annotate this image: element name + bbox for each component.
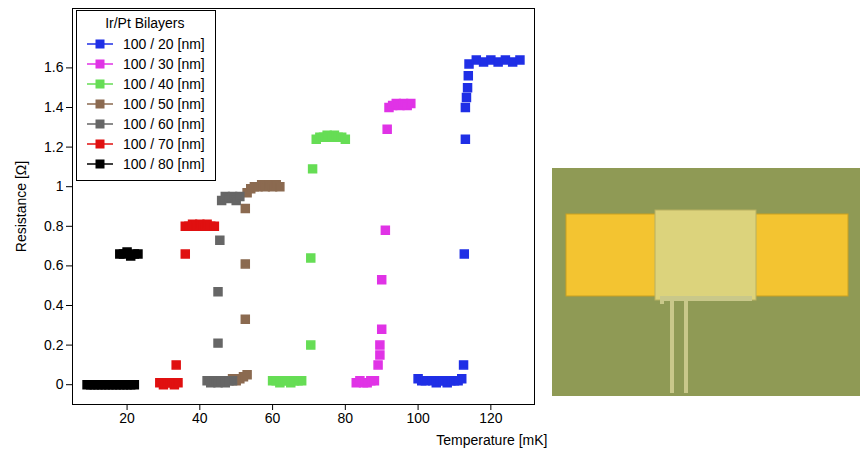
html-text:100 / 80 [nm]: 100 / 80 [nm] [123, 156, 205, 172]
svg-text:0.2: 0.2 [44, 337, 64, 353]
svg-text:20: 20 [119, 410, 135, 426]
html-text:100 / 30 [nm]: 100 / 30 [nm] [123, 56, 205, 72]
html-text:100 / 50 [nm]: 100 / 50 [nm] [123, 96, 205, 112]
svg-text:120: 120 [479, 410, 503, 426]
svg-text:Resistance [Ω]: Resistance [Ω] [13, 161, 29, 252]
svg-text:0.6: 0.6 [44, 257, 64, 273]
html-text:100 / 70 [nm]: 100 / 70 [nm] [123, 136, 205, 152]
svg-text:0: 0 [56, 376, 64, 392]
svg-text:100: 100 [406, 410, 430, 426]
svg-text:40: 40 [192, 410, 208, 426]
svg-text:1.6: 1.6 [44, 59, 64, 75]
svg-text:1.2: 1.2 [44, 139, 64, 155]
svg-text:1.4: 1.4 [44, 99, 64, 115]
html-text:100 / 60 [nm]: 100 / 60 [nm] [123, 116, 205, 132]
svg-text:0.4: 0.4 [44, 297, 64, 313]
svg-text:1: 1 [56, 178, 64, 194]
html-text:Ir/Pt Bilayers: Ir/Pt Bilayers [105, 15, 185, 31]
html-text:100 / 20 [nm]: 100 / 20 [nm] [123, 36, 205, 52]
html-text:100 / 40 [nm]: 100 / 40 [nm] [123, 76, 205, 92]
svg-text:60: 60 [265, 410, 281, 426]
svg-text:0.8: 0.8 [44, 218, 64, 234]
svg-text:Temperature [mK]: Temperature [mK] [436, 432, 547, 448]
svg-text:80: 80 [338, 410, 354, 426]
